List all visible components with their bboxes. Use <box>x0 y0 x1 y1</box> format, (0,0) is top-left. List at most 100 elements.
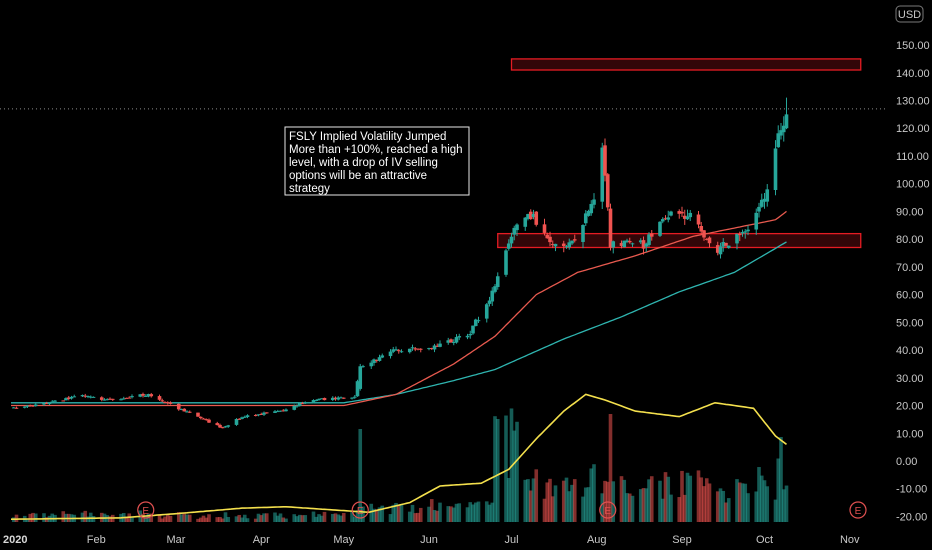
volume-bar <box>625 493 629 522</box>
candle-body <box>707 237 712 244</box>
candle-body <box>641 240 646 249</box>
volume-bar <box>157 514 162 522</box>
candlesticks <box>11 97 789 429</box>
volume-bar <box>680 470 684 522</box>
volume-bar <box>592 464 596 522</box>
volume-bar <box>418 507 423 522</box>
volume-bar <box>413 513 418 522</box>
candle-body <box>570 240 574 244</box>
candle-body <box>333 397 338 400</box>
volume-bar <box>361 506 365 522</box>
volume-bar <box>465 507 470 522</box>
volume-bar <box>333 513 338 522</box>
candle-body <box>427 348 431 350</box>
volume-bar <box>88 512 93 522</box>
candle-body <box>361 366 365 368</box>
volume-bar <box>721 490 726 522</box>
time-axis: 2020 Feb Mar Apr May Jun Jul Aug Sep Oct Nov <box>3 534 860 546</box>
resistance-zone[interactable] <box>510 58 862 71</box>
candle-body <box>465 335 470 338</box>
volume-bar <box>572 479 577 522</box>
volume-bar <box>416 512 420 522</box>
volume-bar <box>330 513 335 522</box>
x-tick-label: Mar <box>167 534 186 546</box>
volume-bar <box>339 515 343 522</box>
earnings-marker[interactable]: E <box>599 501 617 519</box>
candle-body <box>407 348 412 353</box>
volume-bar <box>259 515 264 522</box>
volume-bar <box>352 516 357 522</box>
volume-bar <box>457 503 462 522</box>
volume-bar <box>355 510 360 522</box>
volume-bar <box>220 518 225 522</box>
candle-body <box>396 350 401 352</box>
candle-body <box>196 412 200 417</box>
volume-bar <box>14 514 19 522</box>
volume-bar <box>726 498 731 522</box>
volume-bar <box>608 414 613 522</box>
candle-body <box>658 221 662 236</box>
x-tick-label: Aug <box>587 534 607 546</box>
volume-bar <box>746 493 750 522</box>
candle-body <box>204 419 209 421</box>
candle-body <box>256 414 261 416</box>
candle-body <box>600 147 605 202</box>
x-tick-label: May <box>333 534 354 546</box>
candle-body <box>515 224 519 231</box>
volume-bar <box>237 514 242 522</box>
volume-bar <box>454 503 459 522</box>
candle-body <box>765 189 770 202</box>
candle-body <box>413 348 418 350</box>
volume-bar <box>86 516 90 522</box>
volume-bar <box>31 512 35 522</box>
candle-body <box>619 242 624 246</box>
candle-body <box>80 395 85 397</box>
candle-body <box>105 399 110 401</box>
candle-body <box>446 340 451 343</box>
candle-body <box>102 399 107 401</box>
candle-body <box>660 219 665 222</box>
annotation-line-3: level, with a drop of IV selling <box>289 157 438 169</box>
annotation-box[interactable]: FSLY Implied Volatility Jumped More than… <box>284 126 470 196</box>
candle-body <box>564 246 569 248</box>
volume-bar <box>603 480 607 522</box>
candle-body <box>380 355 385 358</box>
candle-body <box>649 233 654 237</box>
y-tick-label: 110.00 <box>896 151 929 163</box>
candle-body <box>86 396 90 398</box>
volume-bar <box>61 511 66 522</box>
volume-bar <box>570 484 574 522</box>
candle-body <box>53 400 57 402</box>
earnings-marker[interactable]: E <box>137 501 155 519</box>
volume-bar <box>273 512 277 522</box>
volume-bar <box>182 513 187 522</box>
candle-body <box>476 320 481 322</box>
volume-bar <box>432 510 437 522</box>
volume-bars <box>11 408 789 522</box>
annotation-line-5: strategy <box>289 183 330 195</box>
candle-body <box>663 218 668 220</box>
volume-bar <box>776 458 781 522</box>
candle-body <box>638 240 643 243</box>
candle-body <box>176 403 181 410</box>
volume-bar <box>407 511 412 522</box>
candle-body <box>592 199 596 205</box>
currency-badge[interactable]: USD <box>895 5 924 23</box>
candle-body <box>754 212 759 230</box>
candle-body <box>627 240 632 243</box>
volume-bar <box>754 491 759 522</box>
volume-bar <box>735 479 739 522</box>
volume-bar <box>704 478 709 522</box>
volume-bar <box>600 493 605 522</box>
candle-body <box>143 395 148 397</box>
candle-body <box>603 145 607 176</box>
candle-body <box>262 412 266 415</box>
earnings-marker[interactable]: E <box>849 501 867 519</box>
volume-bar <box>666 476 671 522</box>
candle-body <box>567 242 572 248</box>
earnings-marker[interactable]: E <box>351 501 369 519</box>
candle-body <box>218 424 222 428</box>
candle-body <box>336 397 341 400</box>
